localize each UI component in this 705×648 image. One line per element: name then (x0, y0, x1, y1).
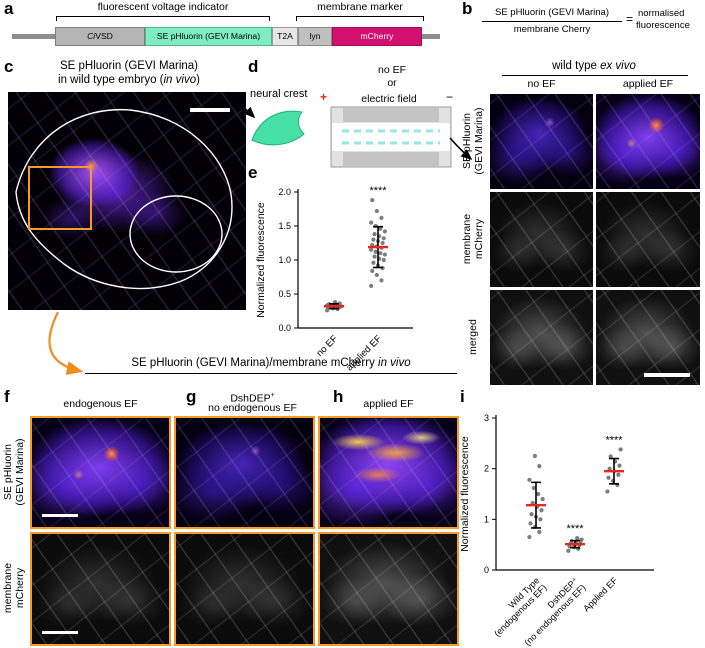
svg-text:0.0: 0.0 (278, 323, 291, 333)
result-line1: normalised (638, 8, 685, 19)
svg-text:0: 0 (484, 565, 489, 575)
scale-bar (190, 108, 230, 112)
scale-bar (42, 514, 78, 517)
grid-title-wild-type-ex-vivo: wild type ex vivo (552, 60, 636, 72)
electric-field-label: electric field (361, 93, 417, 105)
neural-crest-tissue-icon (251, 110, 305, 146)
construct-segment-lyn: lyn (298, 27, 332, 46)
scatter-plot-e: 0.0 0.5 1.0 1.5 2.0 Normalized fluorescence no… (255, 185, 413, 373)
roi-box (28, 166, 92, 230)
embryo-outline-drawing (15, 108, 233, 290)
micrograph-c-embryo (8, 92, 246, 310)
fraction-numerator: SE pHluorin (GEVI Marina) (494, 7, 610, 18)
bracket-right (296, 16, 424, 21)
svg-text:Normalized fluorescence: Normalized fluorescence (459, 436, 471, 552)
row-label-se-phluorin: SE pHluorin (GEVI Marina) (461, 107, 485, 175)
fraction-denominator: membrane Cherry (513, 24, 591, 35)
panel-g-label-line1: DshDEP+ (230, 392, 275, 405)
section-fgh-title: SE pHluorin (GEVI Marina)/membrane mCher… (85, 357, 457, 374)
neural-crest-label: neural crest (250, 88, 308, 100)
construct-segment-civsd: CiVSD (55, 27, 145, 46)
arrow-roi-to-fgh (48, 311, 84, 376)
chamber-no-ef-label: no EF (377, 64, 406, 76)
svg-text:no EF: no EF (314, 333, 340, 359)
equals-sign: = (626, 12, 634, 26)
panel-h-label: applied EF (363, 398, 414, 410)
micrograph-h-mcherry (318, 532, 459, 646)
chamber-or-label: or (387, 77, 397, 89)
svg-text:****: **** (566, 523, 584, 535)
construct-segment-t2a: T2A (272, 27, 298, 46)
column-header-no-ef: no EF (527, 78, 556, 90)
micrograph-h-phluorin-applied-ef (318, 416, 459, 529)
bracket-left (56, 16, 270, 21)
construct-segment-mcherry: mCherry (332, 27, 422, 46)
panel-letter-i: i (460, 387, 465, 406)
micrograph-g-mcherry (174, 532, 315, 646)
panel-f-label: endogenous EF (63, 398, 138, 410)
svg-text:Applied EF: Applied EF (581, 575, 620, 614)
svg-text:Normalized fluorescence: Normalized fluorescence (255, 202, 267, 318)
svg-text:2.0: 2.0 (278, 187, 291, 197)
construct-segment-se-phluorin: SE pHluorin (GEVI Marina) (145, 27, 272, 46)
row-label-merged: merged (467, 319, 479, 355)
minus-electrode-label: − (446, 90, 454, 104)
svg-text:3: 3 (484, 413, 489, 423)
micrograph-f-phluorin-endogenous-ef (30, 416, 171, 529)
scale-bar (644, 373, 690, 377)
panel-letter-g: g (186, 387, 197, 406)
panel-c-title-line1: SE pHluorin (GEVI Marina) (59, 60, 199, 72)
svg-text:****: **** (369, 185, 387, 197)
plus-electrode-label: + (320, 90, 328, 104)
column-header-applied-ef: applied EF (622, 78, 674, 90)
panel-letter-a: a (4, 0, 14, 18)
micrograph-f-mcherry (30, 532, 171, 646)
micrograph-b-phluorin-no-ef (490, 94, 593, 189)
svg-text:0.5: 0.5 (278, 289, 291, 299)
fraction-bar (482, 21, 622, 22)
svg-text:1: 1 (484, 514, 489, 524)
svg-text:1.0: 1.0 (278, 255, 291, 265)
row-label-fgh-membrane-mcherry: membrane mCherry (2, 562, 26, 614)
grid-title-underline (502, 75, 688, 76)
micrograph-b-mcherry-no-ef (490, 192, 593, 287)
micrograph-g-phluorin-dshdep (174, 416, 315, 529)
panel-letter-d: d (248, 57, 259, 76)
svg-text:****: **** (605, 434, 623, 446)
svg-text:1.5: 1.5 (278, 221, 291, 231)
micrograph-b-merged-applied-ef (596, 290, 700, 385)
ef-chamber-diagram (330, 106, 452, 168)
row-label-fgh-se-phluorin: SE pHluorin (GEVI Marina) (2, 438, 26, 506)
scale-bar (42, 631, 78, 634)
micrograph-b-phluorin-applied-ef (596, 94, 700, 189)
panel-letter-f: f (4, 387, 10, 406)
row-label-membrane-mcherry: membrane mCherry (461, 213, 485, 265)
panel-letter-e: e (248, 163, 258, 182)
construct-right-bracket-label: membrane marker (317, 1, 403, 13)
panel-c-title-line2: in wild type embryo (in vivo) (58, 74, 200, 86)
micrograph-b-merged-no-ef (490, 290, 593, 385)
panel-letter-h: h (333, 387, 344, 406)
svg-text:2: 2 (484, 464, 489, 474)
micrograph-b-mcherry-applied-ef (596, 192, 700, 287)
construct-left-bracket-label: fluorescent voltage indicator (97, 1, 229, 13)
panel-g-label-line2: no endogenous EF (208, 402, 297, 414)
panel-letter-c: c (4, 57, 14, 76)
result-line2: fluorescence (636, 20, 690, 31)
panel-letter-b: b (462, 0, 473, 18)
